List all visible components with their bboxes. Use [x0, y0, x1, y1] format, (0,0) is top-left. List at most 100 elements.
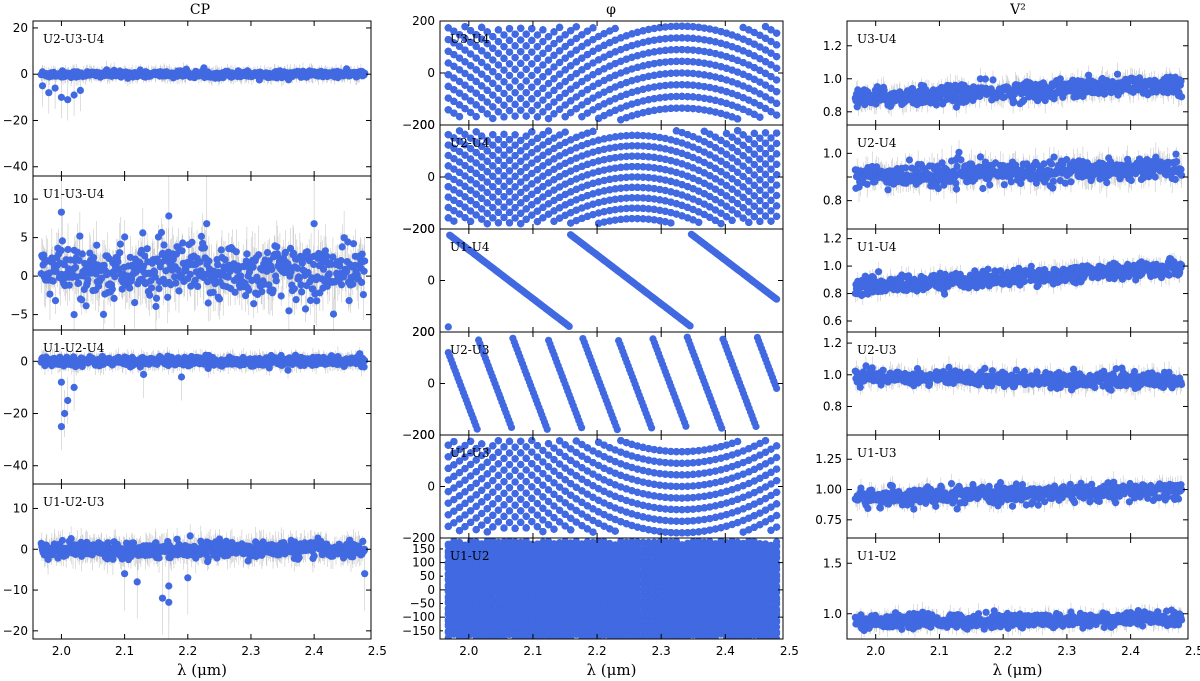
data-point — [298, 288, 306, 296]
y-tick-label: 20 — [13, 21, 28, 35]
y-tick-label: 0 — [20, 269, 28, 283]
data-point — [178, 247, 186, 255]
data-point — [70, 353, 78, 361]
data-point — [177, 373, 186, 381]
y-tick-label: −20 — [3, 113, 28, 127]
data-point — [263, 249, 272, 257]
data-point — [116, 249, 124, 257]
data-points — [37, 346, 369, 451]
data-point — [252, 552, 260, 561]
data-point — [272, 277, 280, 285]
data-point — [306, 296, 315, 304]
data-point — [204, 299, 212, 307]
data-point — [158, 594, 167, 602]
data-point — [249, 263, 257, 271]
data-point — [277, 292, 285, 300]
data-point — [165, 212, 173, 220]
column-title: CP — [190, 2, 210, 18]
data-point — [78, 296, 86, 304]
phi-column: φ−2000200U3-U4−2000200U2-U42000−200U1-U4… — [402, 2, 799, 679]
data-point — [141, 252, 149, 260]
data-point — [245, 286, 253, 294]
data-point — [329, 310, 338, 318]
data-point — [118, 285, 126, 293]
panel-frame — [32, 483, 372, 640]
data-point — [273, 243, 281, 251]
data-point — [188, 238, 196, 246]
data-point — [317, 537, 325, 546]
data-point — [345, 297, 353, 305]
data-point — [338, 243, 346, 251]
y-tick-label: 0 — [20, 354, 28, 368]
data-point — [224, 273, 232, 281]
y-tick-label: 0 — [20, 542, 28, 556]
data-point — [65, 265, 73, 273]
data-point — [70, 91, 78, 99]
data-point — [75, 256, 83, 264]
data-point — [349, 280, 357, 288]
data-point — [191, 276, 199, 284]
data-point — [360, 363, 368, 371]
data-point — [215, 295, 224, 303]
data-point — [52, 268, 60, 276]
data-point — [82, 302, 90, 310]
data-point — [240, 263, 248, 271]
data-points — [444, 22, 781, 124]
data-point — [200, 244, 209, 252]
data-point — [258, 288, 266, 296]
panel-u1-u2-u4: −40 −20 0 U1-U2-U4 — [3, 329, 372, 485]
data-point — [57, 246, 65, 254]
data-point — [114, 258, 122, 266]
data-point — [255, 251, 263, 259]
data-point — [319, 265, 328, 273]
data-point — [44, 555, 52, 564]
data-point — [361, 257, 369, 265]
data-point — [287, 268, 295, 276]
data-point — [151, 273, 159, 281]
data-point — [214, 261, 222, 269]
data-point — [243, 250, 251, 258]
data-point — [303, 248, 311, 256]
y-tick-label: 5 — [20, 231, 28, 245]
data-point — [197, 232, 205, 240]
data-point — [76, 232, 84, 240]
data-point — [360, 267, 368, 275]
data-point — [196, 258, 204, 266]
data-point — [359, 537, 367, 546]
x-tick-label: 2.4 — [305, 644, 324, 658]
data-point — [268, 265, 276, 274]
data-point — [155, 285, 163, 293]
data-point — [65, 281, 73, 289]
data-point — [269, 286, 277, 294]
data-point — [361, 545, 369, 554]
data-point — [121, 570, 129, 578]
data-point — [203, 220, 211, 228]
data-point — [58, 237, 66, 245]
data-point — [143, 245, 151, 253]
data-point — [70, 311, 78, 319]
data-point — [152, 294, 161, 302]
data-point — [310, 552, 318, 560]
data-point — [134, 266, 142, 274]
data-point — [359, 291, 367, 299]
data-point — [175, 287, 183, 295]
data-point — [57, 423, 65, 431]
data-point — [179, 239, 187, 247]
y-tick-label: −5 — [10, 308, 28, 322]
data-point — [321, 247, 329, 255]
data-point — [295, 554, 303, 562]
x-tick-label: 2.3 — [241, 644, 260, 658]
data-points — [37, 524, 369, 639]
data-point — [205, 257, 213, 265]
data-point — [57, 93, 65, 101]
data-point — [126, 284, 134, 292]
data-point — [109, 555, 117, 563]
data-point — [139, 262, 147, 270]
data-point — [343, 267, 351, 275]
data-point — [90, 254, 98, 262]
data-points — [37, 60, 369, 121]
data-point — [284, 366, 292, 374]
data-point — [58, 536, 66, 545]
data-point — [57, 378, 65, 386]
data-point — [281, 248, 290, 256]
